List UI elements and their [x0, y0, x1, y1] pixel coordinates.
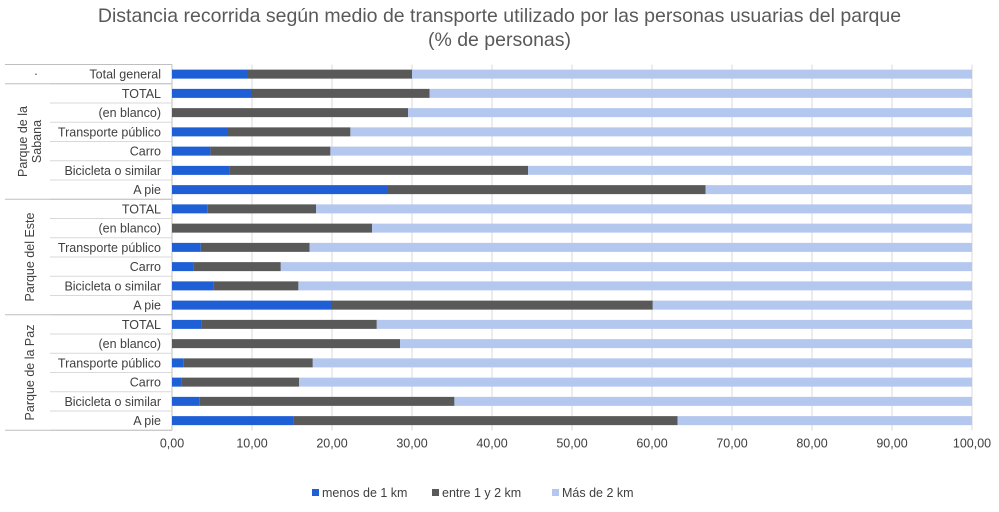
bar-segment — [677, 416, 972, 426]
chart-title-line-2: (% de personas) — [427, 29, 572, 51]
bar-segment — [372, 223, 972, 233]
bar-segment — [172, 319, 202, 329]
x-tick-label: 0,00 — [160, 436, 184, 450]
bar-segment — [350, 127, 972, 137]
bar-segment — [210, 146, 331, 156]
category-label: Transporte público — [58, 241, 161, 255]
bar-segment — [200, 242, 310, 252]
bar-segment — [213, 281, 299, 291]
bar-segment — [172, 146, 211, 156]
category-label: TOTAL — [122, 87, 161, 101]
bar-segment — [228, 127, 351, 137]
bar-segment — [332, 300, 653, 310]
category-label: A pie — [133, 414, 161, 428]
bar-segment — [172, 416, 294, 426]
bar-segment — [312, 358, 972, 368]
bar-segment — [280, 262, 972, 272]
bar-segment — [172, 185, 388, 195]
group-label: Parque del Este — [23, 212, 37, 301]
category-label: Bicicleta o similar — [64, 164, 161, 178]
bar-segment — [172, 281, 214, 291]
bar-segment — [298, 281, 972, 291]
bar-segment — [207, 204, 316, 214]
x-tick-label: 80,00 — [796, 436, 827, 450]
x-tick-label: 60,00 — [636, 436, 667, 450]
category-label: Carro — [130, 376, 161, 390]
category-label: (en blanco) — [98, 106, 161, 120]
category-label: Transporte público — [58, 125, 161, 139]
bar-segment — [172, 339, 400, 349]
bar-segment — [528, 165, 972, 175]
group-label: Parque de la Paz — [23, 325, 37, 421]
bar-segment — [376, 319, 972, 329]
bar-segment — [299, 377, 972, 387]
category-label: TOTAL — [122, 202, 161, 216]
bar-segment — [400, 339, 972, 349]
x-tick-label: 10,00 — [236, 436, 267, 450]
category-label: (en blanco) — [98, 222, 161, 236]
chart-title-line-1: Distancia recorrida según medio de trans… — [97, 5, 902, 27]
x-tick-label: 90,00 — [876, 436, 907, 450]
bar-segment — [429, 88, 973, 98]
category-label: TOTAL — [122, 318, 161, 332]
legend-swatch — [552, 489, 559, 496]
x-tick-label: 30,00 — [396, 436, 427, 450]
group-label: Parque de la — [16, 106, 30, 177]
bar-segment — [316, 204, 972, 214]
legend-label: Más de 2 km — [562, 486, 634, 500]
bar-segment — [183, 358, 313, 368]
bar-segment — [181, 377, 300, 387]
bar-segment — [172, 204, 208, 214]
x-tick-label: 20,00 — [316, 436, 347, 450]
category-label: Bicicleta o similar — [64, 279, 161, 293]
bar-segment — [172, 165, 230, 175]
bar-segment — [193, 262, 281, 272]
bar-segment — [330, 146, 972, 156]
legend-swatch — [312, 489, 319, 496]
x-tick-label: 70,00 — [716, 436, 747, 450]
bar-segment — [172, 108, 408, 118]
x-tick-label: 100,00 — [953, 436, 991, 450]
category-label: Carro — [130, 260, 161, 274]
bar-segment — [229, 165, 528, 175]
bar-segment — [248, 69, 412, 79]
bar-segment — [454, 396, 972, 406]
group-label: · — [34, 67, 38, 81]
category-label: A pie — [133, 183, 161, 197]
legend-label: menos de 1 km — [322, 486, 407, 500]
x-tick-label: 50,00 — [556, 436, 587, 450]
legend-swatch — [432, 489, 439, 496]
bar-segment — [408, 108, 972, 118]
bar-segment — [172, 223, 372, 233]
group-label: Sabana — [30, 120, 44, 163]
bar-segment — [309, 242, 973, 252]
category-label: A pie — [133, 299, 161, 313]
bar-segment — [412, 69, 972, 79]
bar-segment — [293, 416, 678, 426]
category-label: Transporte público — [58, 356, 161, 370]
bar-segment — [388, 185, 706, 195]
category-label: Bicicleta o similar — [64, 395, 161, 409]
bar-segment — [172, 242, 201, 252]
bar-segment — [199, 396, 455, 406]
category-label: Total general — [89, 68, 161, 82]
bar-segment — [172, 88, 252, 98]
bar-segment — [172, 358, 184, 368]
bar-segment — [652, 300, 972, 310]
bar-segment — [172, 396, 200, 406]
x-tick-label: 40,00 — [476, 436, 507, 450]
bar-segment — [201, 319, 377, 329]
bar-segment — [172, 262, 194, 272]
bar-segment — [705, 185, 972, 195]
category-label: (en blanco) — [98, 337, 161, 351]
bar-segment — [172, 127, 228, 137]
legend-label: entre 1 y 2 km — [442, 486, 521, 500]
bar-segment — [172, 377, 182, 387]
bar-segment — [172, 300, 332, 310]
bar-segment — [172, 69, 248, 79]
bar-segment — [252, 88, 430, 98]
category-label: Carro — [130, 145, 161, 159]
